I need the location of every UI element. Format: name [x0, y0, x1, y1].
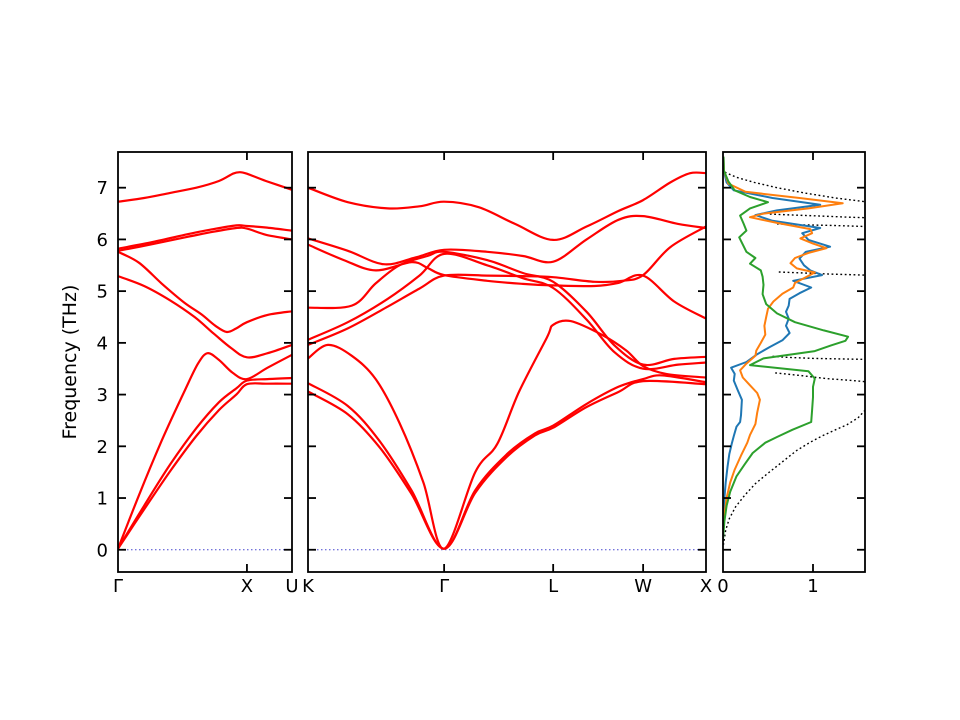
- dos-total-dotted: [723, 409, 865, 545]
- dos-total-dotted: [772, 355, 865, 361]
- x-tick-label: 1: [807, 576, 818, 597]
- dos-curves: [723, 156, 865, 545]
- x-tick-label: Γ: [113, 576, 123, 597]
- phonon-band-curve: [308, 225, 706, 346]
- phonon-band-curve: [118, 376, 292, 550]
- x-tick-label: K: [302, 576, 315, 597]
- dos-partial-orange: [723, 156, 844, 535]
- y-tick-label: 2: [97, 437, 108, 458]
- phonon-band-curve: [308, 319, 706, 550]
- y-tick-label: 3: [97, 385, 108, 406]
- phonon-band-curve: [308, 252, 706, 371]
- x-tick-label: Γ: [439, 576, 449, 597]
- dos-partial-green: [723, 156, 850, 540]
- phonon-band-curve: [118, 275, 292, 359]
- y-tick-label: 0: [97, 540, 108, 561]
- phonon-band-curve: [308, 243, 706, 320]
- x-tick-label: X: [241, 576, 253, 597]
- phonon-band-curve: [118, 171, 292, 203]
- dos-partial-blue: [723, 156, 832, 540]
- x-tick-label: W: [634, 576, 652, 597]
- x-tick-label: 0: [717, 576, 728, 597]
- panel-frame: [722, 151, 866, 573]
- x-tick-label: L: [548, 576, 558, 597]
- phonon-band-curve: [118, 226, 292, 252]
- x-tick-label: X: [700, 576, 712, 597]
- axis-labels: Frequency (THz): [59, 285, 81, 440]
- band-curves: [118, 171, 292, 550]
- y-tick-label: 1: [97, 489, 108, 510]
- phonon-band-curve: [118, 352, 292, 550]
- phonon-band-curve: [308, 214, 706, 266]
- phonon-band-curve: [118, 224, 292, 250]
- y-tick-label: 5: [97, 282, 108, 303]
- panel-frame: [307, 151, 707, 573]
- phonon-band-curve: [118, 382, 292, 550]
- phonon-band-curve: [308, 379, 706, 550]
- y-tick-label: 6: [97, 230, 108, 251]
- panel-frame: [117, 151, 293, 573]
- dos-total-dotted: [769, 213, 865, 219]
- y-axis-label: Frequency (THz): [59, 285, 81, 440]
- phonon-band-curve: [308, 374, 706, 550]
- dos-total-dotted: [724, 171, 865, 203]
- y-tick-label: 7: [97, 178, 108, 199]
- left-band-panel: 0 1 2 3 4 5 6 7 Γ X U: [97, 151, 299, 597]
- x-tick-label: U: [285, 576, 298, 597]
- phonon-band-curve: [308, 171, 706, 242]
- y-tick-label: 4: [97, 333, 108, 354]
- phonon-band-curve: [118, 250, 292, 334]
- dos-total-dotted: [775, 372, 865, 383]
- band-curves: [308, 171, 706, 550]
